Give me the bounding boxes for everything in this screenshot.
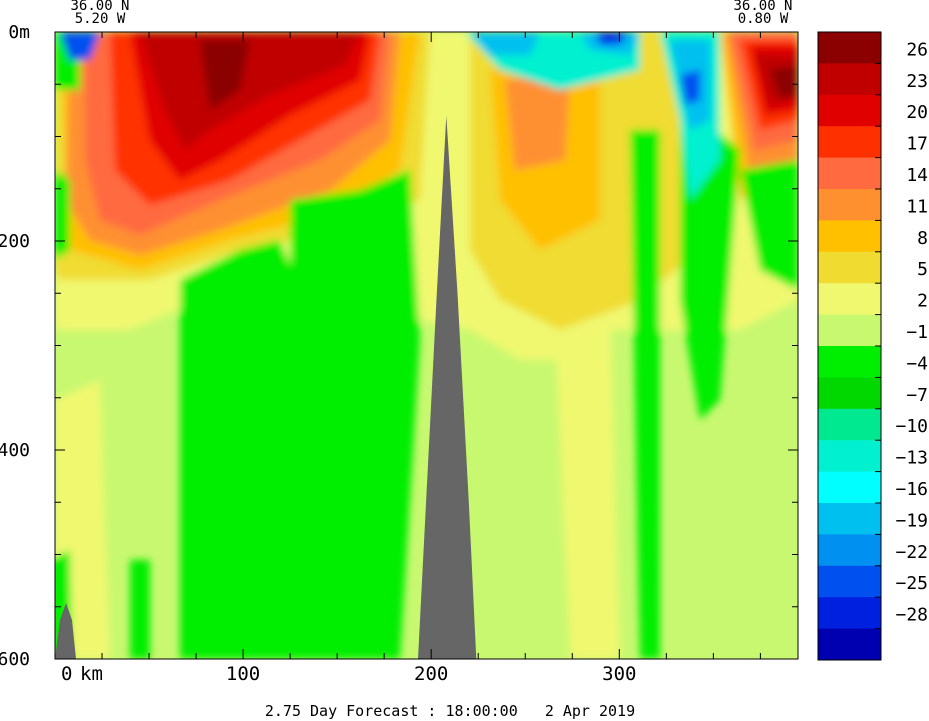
y-tick-label: 200 bbox=[0, 231, 30, 252]
colorbar-swatch bbox=[818, 157, 881, 190]
colorbar-swatch bbox=[818, 471, 881, 504]
colorbar-swatch bbox=[818, 534, 881, 567]
y-tick-label: 400 bbox=[0, 440, 30, 461]
colorbar-tick-label: 17 bbox=[906, 134, 928, 155]
region-light-yellow-deep bbox=[55, 300, 620, 659]
region-green-col-4 bbox=[630, 130, 660, 659]
colorbar-tick-label: 20 bbox=[906, 102, 928, 123]
region-cyan-surface bbox=[465, 32, 720, 200]
colorbar-tick-label: −22 bbox=[895, 542, 928, 563]
region-dark-red bbox=[140, 32, 798, 150]
y-axis: 0m 200 400 600 bbox=[0, 22, 798, 670]
colorbar-swatch bbox=[818, 189, 881, 221]
region-green-col-1 bbox=[180, 240, 300, 659]
region-green-left bbox=[55, 32, 80, 260]
colorbar-swatch bbox=[818, 597, 881, 630]
colorbar-swatch bbox=[818, 126, 881, 159]
colorbar-tick-label: −7 bbox=[906, 385, 928, 406]
heatmap-field bbox=[55, 32, 798, 659]
colorbar-swatch bbox=[818, 94, 881, 127]
colorbar-swatch bbox=[818, 440, 881, 473]
colorbar: 26 23 20 17 14 11 8 5 2 −1 −4 −7 −10 −13 −16 −19 −22 −25 −… bbox=[818, 32, 928, 661]
colorbar-tick-label: 14 bbox=[906, 165, 928, 186]
region-green-col-6 bbox=[740, 160, 798, 290]
colorbar-swatch bbox=[818, 377, 881, 410]
colorbar-tick-label: 11 bbox=[906, 196, 928, 217]
colorbar-tick-label: 5 bbox=[917, 259, 928, 280]
region-green-col-2 bbox=[290, 170, 420, 659]
y-tick-label: 0m bbox=[8, 22, 30, 43]
x-tick-label: 0 bbox=[61, 663, 72, 685]
colorbar-swatch bbox=[818, 565, 881, 598]
colorbar-tick-label: −19 bbox=[895, 510, 928, 531]
colorbar-tick-label: −10 bbox=[895, 416, 928, 437]
colorbar-tick-label: −28 bbox=[895, 605, 928, 626]
colorbar-tick-label: 26 bbox=[906, 39, 928, 60]
x-axis: 0 100 200 300 bbox=[54, 32, 761, 685]
left-endpoint-lon: 5.20 W bbox=[75, 11, 126, 27]
colorbar-swatch bbox=[818, 63, 881, 96]
colorbar-swatch bbox=[818, 314, 881, 347]
right-endpoint-lat: 36.00 N bbox=[733, 0, 792, 14]
colorbar-tick-label: 2 bbox=[917, 291, 928, 312]
colorbar-tick-label: −1 bbox=[906, 322, 928, 343]
x-tick-label: 100 bbox=[226, 663, 260, 685]
colorbar-swatch bbox=[818, 251, 881, 284]
colorbar-tick-label: 8 bbox=[917, 228, 928, 249]
colorbar-swatch bbox=[818, 408, 881, 441]
footer-caption: 2.75 Day Forecast : 18:00:00 2 Apr 2019 bbox=[265, 702, 635, 720]
region-deep-blue-surface bbox=[600, 34, 620, 42]
colorbar-swatch bbox=[818, 283, 881, 316]
right-endpoint-lon: 0.80 W bbox=[738, 11, 789, 27]
colorbar-tick-label: −25 bbox=[895, 573, 928, 594]
colorbar-swatch bbox=[818, 32, 881, 64]
colorbar-frame bbox=[817, 31, 882, 661]
bathymetry-ridge bbox=[418, 115, 477, 659]
x-tick-label: 300 bbox=[602, 663, 636, 685]
colorbar-tick-label: −4 bbox=[906, 353, 928, 374]
colorbar-tick-label: −16 bbox=[895, 479, 928, 500]
x-tick-label: 200 bbox=[414, 663, 448, 685]
colorbar-swatch bbox=[818, 346, 881, 378]
y-tick-label: 600 bbox=[0, 649, 30, 670]
colorbar-swatch bbox=[818, 220, 881, 253]
bathymetry-left-peak bbox=[55, 603, 76, 659]
x-unit-label: km bbox=[80, 663, 103, 685]
colorbar-tick-label: 23 bbox=[906, 71, 928, 92]
left-endpoint-lat: 36.00 N bbox=[70, 0, 129, 14]
colorbar-swatch bbox=[818, 628, 881, 661]
region-sky-surface bbox=[470, 32, 710, 130]
colorbar-swatch bbox=[818, 503, 881, 535]
colorbar-tick-label: −13 bbox=[895, 448, 928, 469]
